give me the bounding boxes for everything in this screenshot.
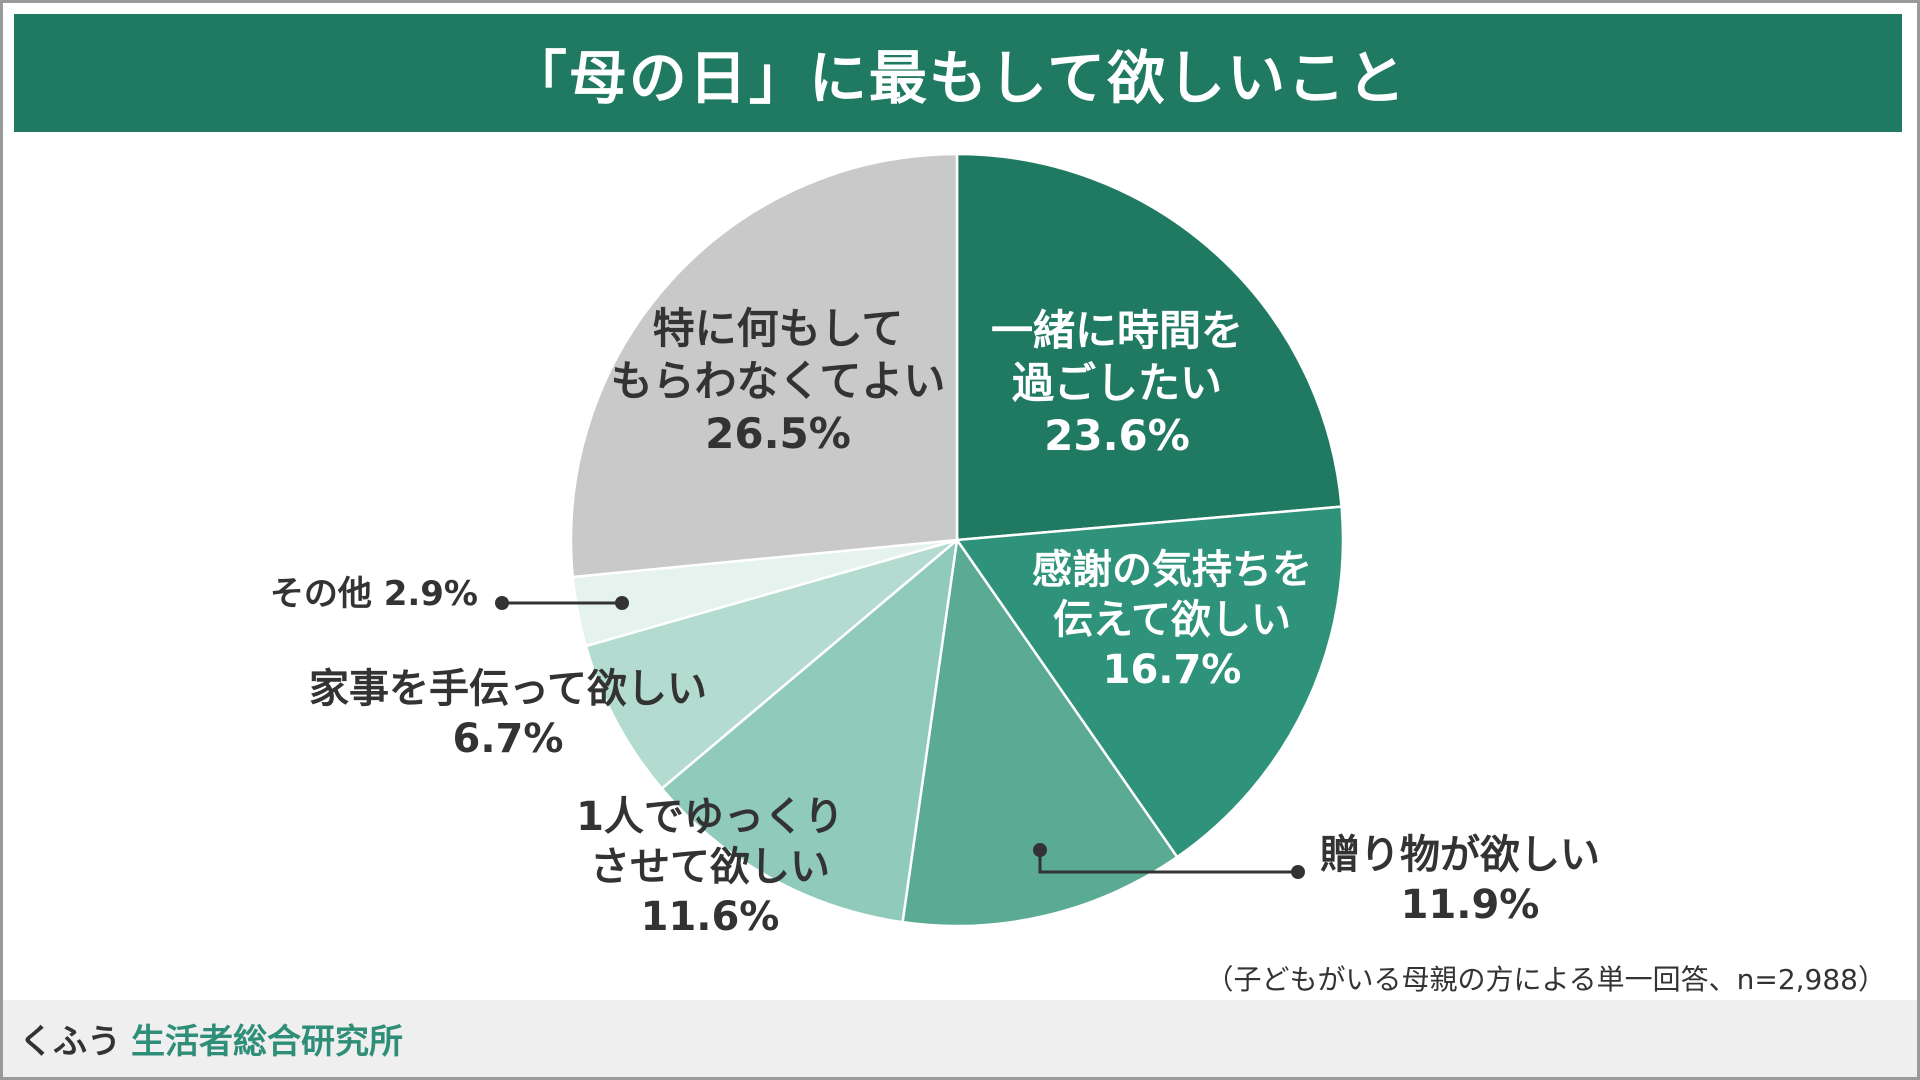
leader-dot-gift-outer <box>1291 865 1305 879</box>
slice-label-1-line-1: 伝えて欲しい <box>1053 597 1291 643</box>
slice-value-2: 11.9% <box>1401 882 1540 928</box>
chart-title-bar: 「母の日」に最もして欲しいこと <box>14 14 1902 132</box>
leader-dot-gift-inner <box>1033 843 1047 857</box>
brand-logo: くふう 生活者総合研究所 <box>19 1014 403 1063</box>
leader-line-gift <box>1038 850 1298 874</box>
slice-value-4: 6.7% <box>453 716 564 762</box>
slice-label-3-line-1: させて欲しい <box>590 844 830 890</box>
survey-note: （子どもがいる母親の方による単一回答、n=2,988） <box>1205 963 1886 996</box>
slice-value-0: 23.6% <box>1044 411 1190 460</box>
slice-value-1: 16.7% <box>1103 647 1242 693</box>
slice-label-6-line-1: もらわなくてよい <box>611 357 946 406</box>
slice-label-6-line-0: 特に何もして <box>653 304 904 353</box>
leader-dot-other-outer <box>495 596 509 610</box>
slice-value-3: 11.6% <box>641 894 780 940</box>
pie-slice-1 <box>954 505 1345 859</box>
brand-name: 生活者総合研究所 <box>131 1022 403 1062</box>
slice-label-5: その他 2.9% <box>270 574 478 614</box>
slice-value-6: 26.5% <box>705 409 851 458</box>
pie-slice-6 <box>569 152 959 579</box>
slice-label-0-line-1: 過ごしたい <box>1012 359 1222 408</box>
brand-kana: くふう <box>19 1022 121 1062</box>
slice-label-3-line-0: 1人でゆっくり <box>576 794 844 840</box>
slice-label-0-line-0: 一緒に時間を <box>991 306 1243 355</box>
pie-slice-3 <box>659 536 959 924</box>
footer-bar: くふう 生活者総合研究所 <box>3 1000 1917 1077</box>
slice-label-1-line-0: 感謝の気持ちを <box>1032 547 1312 593</box>
slice-label-4-line-0: 家事を手伝って欲しい <box>309 666 707 712</box>
slice-label-2-line-0: 贈り物が欲しい <box>1320 832 1600 878</box>
pie-slice-0 <box>955 152 1343 542</box>
pie-slice-4 <box>584 538 958 791</box>
chart-title: 「母の日」に最もして欲しいこと <box>508 44 1408 112</box>
leader-dot-other-inner <box>615 596 629 610</box>
